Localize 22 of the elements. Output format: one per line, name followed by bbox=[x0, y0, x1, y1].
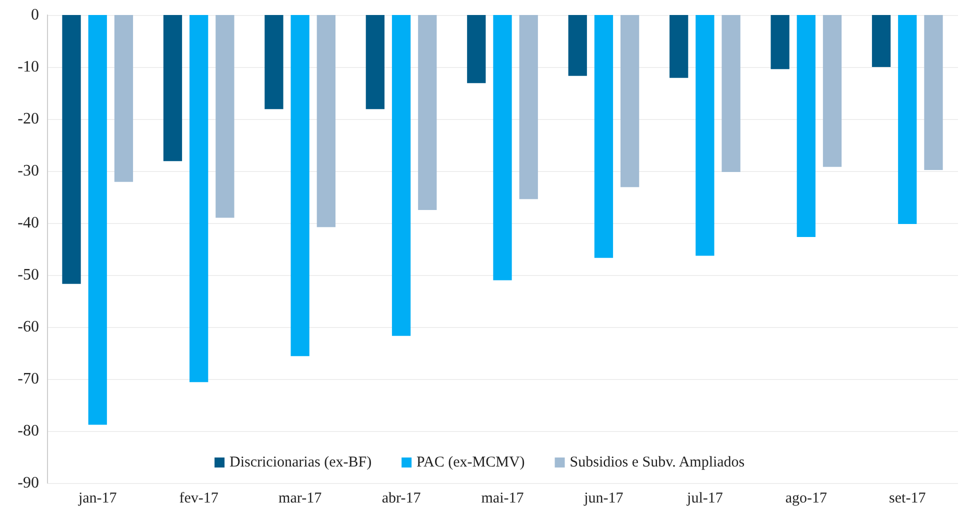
x-tick-label: mar-17 bbox=[278, 490, 322, 506]
y-tick-label: -10 bbox=[18, 58, 39, 76]
x-tick-label: fev-17 bbox=[179, 490, 219, 506]
x-tick-label: ago-17 bbox=[785, 490, 828, 506]
y-tick-label: -80 bbox=[18, 422, 39, 440]
x-tick-label: set-17 bbox=[889, 490, 926, 506]
x-tick-label: abr-17 bbox=[382, 490, 422, 506]
x-tick-label: mai-17 bbox=[481, 490, 524, 506]
y-tick-label: -70 bbox=[18, 370, 39, 388]
y-tick-label: -20 bbox=[18, 110, 39, 128]
legend-label: Discricionarias (ex-BF) bbox=[230, 454, 372, 470]
y-tick-label: -40 bbox=[18, 214, 39, 232]
legend-label: PAC (ex-MCMV) bbox=[416, 454, 525, 470]
x-tick-label: jul-17 bbox=[686, 490, 724, 506]
y-tick-label: -50 bbox=[18, 266, 39, 284]
y-tick-label: -30 bbox=[18, 162, 39, 180]
x-tick-label: jan-17 bbox=[77, 490, 118, 506]
y-tick-label: -90 bbox=[18, 474, 39, 492]
y-tick-label: 0 bbox=[31, 6, 39, 24]
y-tick-label: -60 bbox=[18, 318, 39, 336]
x-tick-label: jun-17 bbox=[583, 490, 624, 506]
legend-label: Subsidios e Subv. Ampliados bbox=[570, 454, 745, 470]
